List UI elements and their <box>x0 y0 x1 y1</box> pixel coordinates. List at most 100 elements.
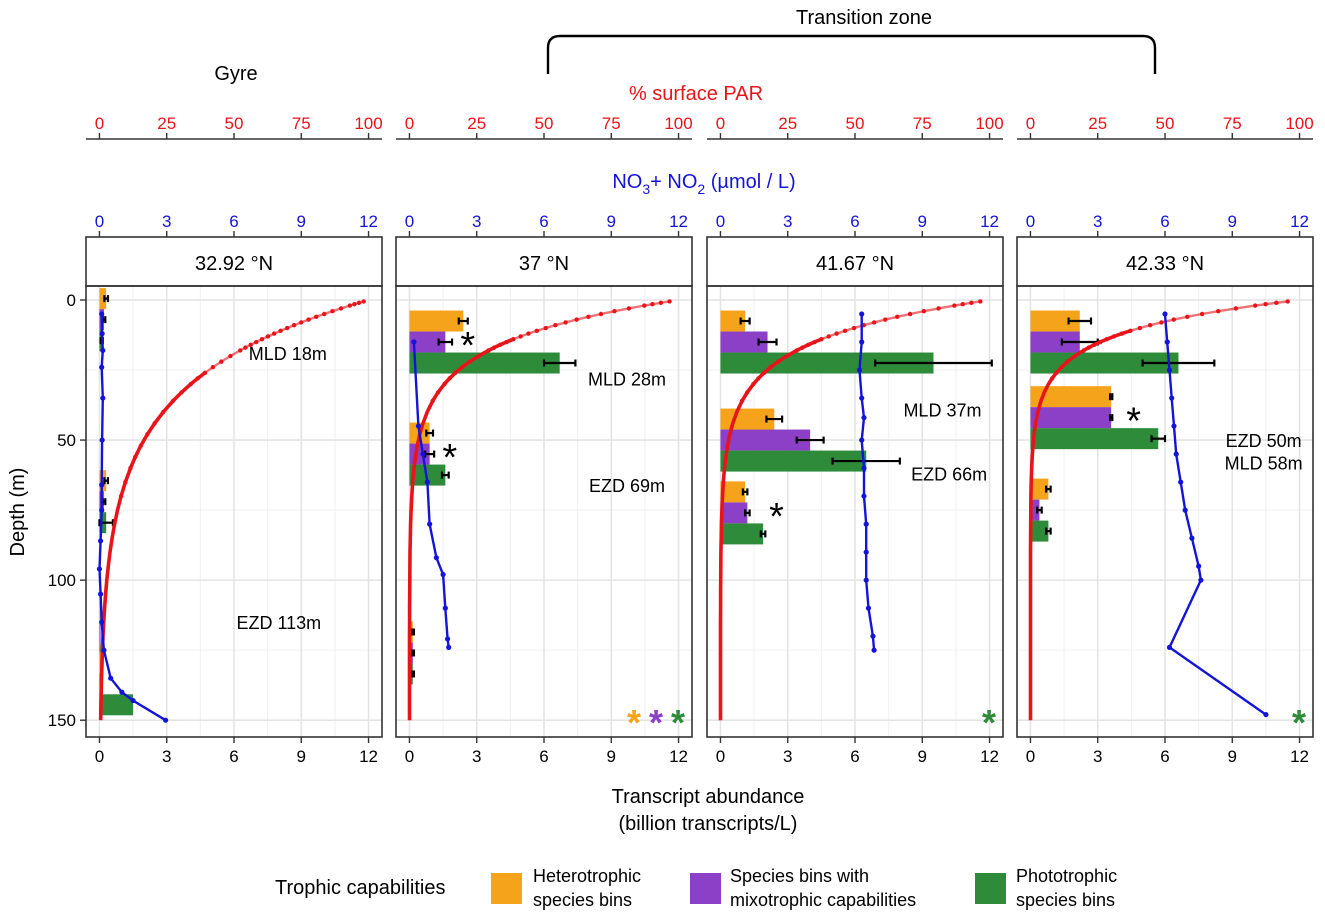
nitrate-point <box>119 689 125 695</box>
par-point <box>210 365 216 370</box>
nitrate-line <box>1163 313 1267 716</box>
par-tick-label: 25 <box>157 114 176 133</box>
significance-star: * <box>442 437 457 479</box>
nitrate-line <box>98 313 167 722</box>
nitrate-point <box>856 367 863 373</box>
par-point <box>459 365 465 370</box>
par-point <box>1263 302 1268 307</box>
par-line-lower <box>98 371 207 721</box>
corner-star-pho: * <box>982 702 996 743</box>
par-tick-label: 100 <box>354 114 382 133</box>
nitrate-point <box>433 555 439 561</box>
nitrate-point <box>871 647 877 653</box>
nitrate-point <box>865 605 872 611</box>
nitrate-point <box>1162 311 1168 317</box>
nitrate-point <box>446 644 452 650</box>
nitrate-point <box>861 493 867 499</box>
par-point <box>248 342 253 348</box>
legend-swatch-mix <box>690 873 721 904</box>
nitrate-point <box>1182 507 1188 513</box>
bar-het <box>99 601 101 623</box>
par-point <box>518 334 523 339</box>
nitrate-point <box>863 577 869 583</box>
nitrate-tick-label: 3 <box>1093 212 1102 231</box>
par-point <box>306 317 311 322</box>
legend: Trophic capabilities Heterotrophic speci… <box>275 866 1117 910</box>
par-point <box>476 353 481 359</box>
par-point <box>284 325 290 331</box>
par-point <box>161 409 166 415</box>
par-point <box>497 342 503 348</box>
par-point <box>756 376 761 381</box>
nitrate-point <box>99 437 105 443</box>
nitrate-point <box>859 437 865 443</box>
par-point <box>1098 339 1103 345</box>
legend-pho-line2: species bins <box>1016 890 1115 910</box>
par-point <box>642 303 647 308</box>
nitrate-point <box>1171 423 1177 429</box>
corner-star-het: * <box>627 702 641 743</box>
bar-pho <box>720 523 764 545</box>
nitrate-tick-label: 0 <box>95 212 104 231</box>
par-point <box>453 370 458 376</box>
nitrate-point <box>863 549 869 555</box>
nitrate-point <box>859 311 865 317</box>
abundance-tick-label: 3 <box>472 747 481 766</box>
nitrate-tick-label: 3 <box>162 212 171 231</box>
par-point <box>430 398 435 404</box>
par-point <box>238 348 243 353</box>
par-point <box>768 365 773 370</box>
par-point <box>322 311 327 317</box>
legend-pho-line1: Phototrophic <box>1016 866 1117 886</box>
abundance-tick-label: 9 <box>1228 747 1237 766</box>
par-point <box>447 376 452 381</box>
par-point <box>123 479 128 485</box>
par-point <box>626 306 632 311</box>
nitrate-point <box>1196 563 1202 569</box>
nitrate-point <box>99 507 105 513</box>
nitrate-tick-label: 6 <box>1160 212 1169 231</box>
annotation-label: MLD 28m <box>588 369 666 389</box>
par-point <box>1104 337 1109 342</box>
nitrate-point <box>100 395 106 401</box>
significance-star: * <box>460 325 475 367</box>
legend-mix-line1: Species bins with <box>730 866 869 886</box>
nitrate-title-main: NO <box>612 171 642 193</box>
nitrate-tick-label: 6 <box>539 212 548 231</box>
par-tick-label: 50 <box>535 114 554 133</box>
par-point <box>259 337 265 342</box>
par-point <box>1072 353 1078 359</box>
nitrate-point <box>96 566 103 572</box>
nitrate-tick-label: 0 <box>405 212 414 231</box>
nitrate-title-sub2: 2 <box>697 181 705 197</box>
par-point <box>936 306 941 311</box>
nitrate-point <box>1189 535 1195 541</box>
legend-mix-line2: mixotrophic capabilities <box>730 890 916 910</box>
par-point <box>435 390 441 395</box>
par-point <box>1159 320 1164 325</box>
depth-tick-label: 0 <box>67 291 76 310</box>
abundance-axis-title-line1: Transcript abundance <box>612 786 805 808</box>
par-tick-label: 0 <box>405 114 414 133</box>
nitrate-point <box>101 647 107 653</box>
nitrate-tick-label: 12 <box>359 212 378 231</box>
nitrate-line <box>412 341 450 648</box>
nitrate-point <box>130 697 136 704</box>
abundance-tick-label: 9 <box>607 747 616 766</box>
par-point <box>128 465 133 471</box>
nitrate-line <box>858 314 876 651</box>
bar-pho <box>720 450 867 472</box>
bar-het <box>99 652 101 674</box>
nitrate-point <box>427 521 433 527</box>
par-tick-label: 100 <box>664 114 692 133</box>
par-point <box>1119 331 1125 336</box>
legend-swatch-pho <box>975 873 1006 904</box>
par-point <box>812 339 817 345</box>
par-point <box>1137 325 1143 331</box>
panel-label: 41.67 °N <box>816 253 894 275</box>
par-tick-label: 25 <box>1088 114 1107 133</box>
par-tick-label: 0 <box>716 114 725 133</box>
par-point <box>219 359 224 364</box>
par-point <box>553 323 558 328</box>
